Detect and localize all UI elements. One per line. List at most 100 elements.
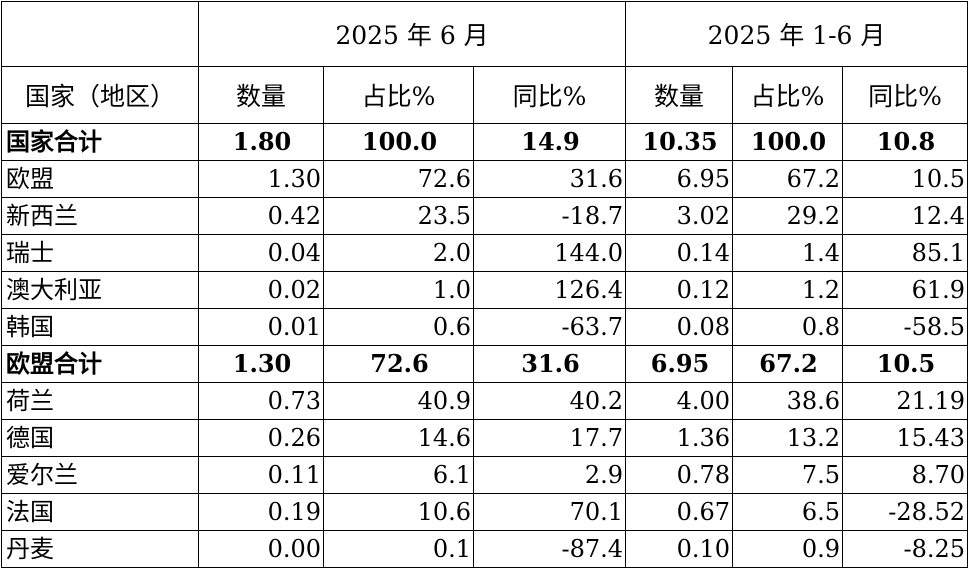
table-row: 韩国 0.01 0.6 -63.7 0.08 0.8 -58.5 (1, 308, 969, 346)
cell-country-name: 丹麦 (1, 530, 199, 568)
cell-yoy-ytd: 10.5 (841, 160, 969, 198)
cell-yoy-ytd: 85.1 (841, 234, 969, 272)
cell-qty-ytd: 0.12 (625, 271, 733, 309)
cell-country-name: 韩国 (1, 308, 199, 346)
header-period-june: 2025 年 6 月 (198, 1, 626, 67)
table-row: 瑞士 0.04 2.0 144.0 0.14 1.4 85.1 (1, 234, 969, 272)
header-row-periods: 2025 年 6 月 2025 年 1-6 月 (1, 1, 969, 67)
cell-qty-june: 0.00 (198, 530, 324, 568)
cell-qty-june: 0.26 (198, 419, 324, 457)
cell-country-name: 荷兰 (1, 382, 199, 420)
table-total-row: 欧盟合计 1.30 72.6 31.6 6.95 67.2 10.5 (1, 345, 969, 383)
table-row: 澳大利亚 0.02 1.0 126.4 0.12 1.2 61.9 (1, 271, 969, 309)
cell-country-name: 德国 (1, 419, 199, 457)
header-share-2: 占比% (732, 66, 843, 124)
cell-qty-ytd: 0.14 (625, 234, 733, 272)
table-total-row: 国家合计 1.80 100.0 14.9 10.35 100.0 10.8 (1, 123, 969, 161)
cell-qty-ytd: 6.95 (625, 160, 733, 198)
cell-country-name: 欧盟 (1, 160, 199, 198)
cell-country-name: 国家合计 (1, 123, 199, 161)
cell-qty-june: 1.80 (198, 123, 324, 161)
table-row: 爱尔兰 0.11 6.1 2.9 0.78 7.5 8.70 (1, 456, 969, 494)
cell-yoy-june: 126.4 (473, 271, 626, 309)
cell-share-ytd: 29.2 (732, 197, 843, 235)
cell-share-june: 10.6 (323, 493, 474, 531)
cell-share-ytd: 13.2 (732, 419, 843, 457)
header-yoy-2: 同比% (841, 66, 969, 124)
cell-yoy-ytd: -28.52 (841, 493, 969, 531)
cell-share-june: 23.5 (323, 197, 474, 235)
cell-yoy-june: 14.9 (473, 123, 626, 161)
header-corner-cell (1, 1, 199, 67)
cell-yoy-june: 17.7 (473, 419, 626, 457)
cell-yoy-ytd: -8.25 (841, 530, 969, 568)
cell-yoy-june: 144.0 (473, 234, 626, 272)
cell-qty-ytd: 0.78 (625, 456, 733, 494)
cell-country-name: 瑞士 (1, 234, 199, 272)
cell-qty-june: 0.42 (198, 197, 324, 235)
header-period-jan-june: 2025 年 1-6 月 (624, 1, 969, 67)
header-qty-1: 数量 (198, 66, 324, 124)
cell-qty-ytd: 0.08 (625, 308, 733, 346)
cell-qty-june: 1.30 (198, 160, 324, 198)
cell-share-ytd: 100.0 (732, 123, 843, 161)
cell-qty-ytd: 1.36 (625, 419, 733, 457)
table-row: 法国 0.19 10.6 70.1 0.67 6.5 -28.52 (1, 493, 969, 531)
cell-share-june: 0.1 (323, 530, 474, 568)
table-row: 新西兰 0.42 23.5 -18.7 3.02 29.2 12.4 (1, 197, 969, 235)
cell-share-ytd: 1.4 (732, 234, 843, 272)
cell-share-ytd: 38.6 (732, 382, 843, 420)
cell-share-ytd: 0.9 (732, 530, 843, 568)
cell-share-june: 2.0 (323, 234, 474, 272)
cell-country-name: 欧盟合计 (1, 345, 199, 383)
cell-share-ytd: 1.2 (732, 271, 843, 309)
cell-share-ytd: 6.5 (732, 493, 843, 531)
cell-qty-ytd: 4.00 (625, 382, 733, 420)
cell-qty-ytd: 10.35 (625, 123, 733, 161)
cell-qty-june: 0.11 (198, 456, 324, 494)
cell-yoy-june: 31.6 (473, 345, 626, 383)
cell-yoy-june: 2.9 (473, 456, 626, 494)
cell-share-june: 0.6 (323, 308, 474, 346)
cell-qty-june: 0.01 (198, 308, 324, 346)
cell-yoy-june: -63.7 (473, 308, 626, 346)
cell-yoy-ytd: 12.4 (841, 197, 969, 235)
data-table: 2025 年 6 月 2025 年 1-6 月 国家（地区） 数量 占比% 同比… (1, 1, 969, 568)
cell-share-june: 72.6 (323, 160, 474, 198)
cell-yoy-ytd: 21.19 (841, 382, 969, 420)
cell-qty-ytd: 3.02 (625, 197, 733, 235)
cell-country-name: 新西兰 (1, 197, 199, 235)
cell-share-ytd: 67.2 (732, 345, 843, 383)
header-qty-2: 数量 (625, 66, 733, 124)
cell-country-name: 法国 (1, 493, 199, 531)
cell-qty-june: 0.02 (198, 271, 324, 309)
cell-share-ytd: 0.8 (732, 308, 843, 346)
cell-qty-ytd: 0.67 (625, 493, 733, 531)
cell-country-name: 澳大利亚 (1, 271, 199, 309)
cell-qty-june: 0.04 (198, 234, 324, 272)
cell-share-june: 6.1 (323, 456, 474, 494)
cell-qty-june: 0.73 (198, 382, 324, 420)
header-share-1: 占比% (323, 66, 474, 124)
cell-yoy-ytd: 15.43 (841, 419, 969, 457)
cell-yoy-june: -18.7 (473, 197, 626, 235)
cell-country-name: 爱尔兰 (1, 456, 199, 494)
cell-share-ytd: 7.5 (732, 456, 843, 494)
cell-share-june: 14.6 (323, 419, 474, 457)
cell-yoy-ytd: 8.70 (841, 456, 969, 494)
cell-share-june: 72.6 (323, 345, 474, 383)
header-country: 国家（地区） (1, 66, 199, 124)
cell-yoy-ytd: 10.5 (841, 345, 969, 383)
cell-yoy-june: 70.1 (473, 493, 626, 531)
table-row: 荷兰 0.73 40.9 40.2 4.00 38.6 21.19 (1, 382, 969, 420)
cell-yoy-june: 31.6 (473, 160, 626, 198)
cell-share-ytd: 67.2 (732, 160, 843, 198)
cell-qty-ytd: 0.10 (625, 530, 733, 568)
header-row-columns: 国家（地区） 数量 占比% 同比% 数量 占比% 同比% (1, 66, 969, 124)
table-row: 欧盟 1.30 72.6 31.6 6.95 67.2 10.5 (1, 160, 969, 198)
cell-share-june: 40.9 (323, 382, 474, 420)
cell-yoy-june: -87.4 (473, 530, 626, 568)
table-row: 丹麦 0.00 0.1 -87.4 0.10 0.9 -8.25 (1, 530, 969, 568)
header-yoy-1: 同比% (473, 66, 626, 124)
cell-yoy-ytd: 61.9 (841, 271, 969, 309)
